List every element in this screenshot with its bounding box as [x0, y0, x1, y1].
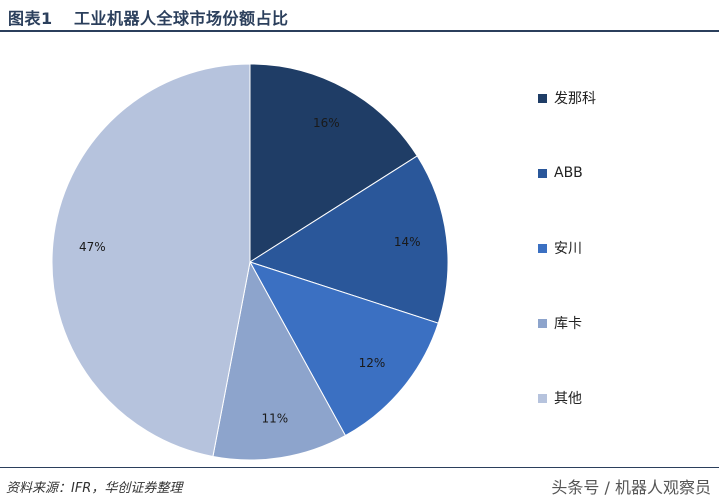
chart-title: 工业机器人全球市场份额占比 — [74, 9, 289, 28]
pie-slice-kuka — [212, 260, 347, 461]
legend-label: 库卡 — [554, 316, 582, 332]
legend-item-yaskawa: 安川 — [538, 238, 582, 258]
legend-swatch — [538, 318, 547, 328]
slice-label-fanuc: 16% — [313, 116, 340, 130]
legend-label: 发那科 — [554, 91, 596, 107]
legend-item-abb: ABB — [538, 163, 583, 183]
legend-swatch — [538, 393, 547, 403]
legend-item-others: 其他 — [538, 388, 582, 408]
legend-swatch — [538, 93, 547, 103]
legend-swatch — [538, 243, 547, 253]
header-divider — [0, 30, 719, 32]
source-note: 资料来源：IFR，华创证券整理 — [6, 481, 183, 496]
figure-header: 图表1 工业机器人全球市场份额占比 — [0, 0, 719, 30]
slice-label-abb: 14% — [394, 235, 421, 249]
legend-label: ABB — [554, 165, 583, 181]
pie-slice-yaskawa — [248, 261, 439, 437]
pie-slice-abb — [248, 155, 449, 324]
legend-label: 安川 — [554, 241, 582, 257]
legend-swatch — [538, 168, 547, 178]
pie-slice-others — [51, 63, 251, 458]
pie-chart: 16% 14% 12% 11% 47% — [51, 63, 449, 461]
legend-label: 其他 — [554, 391, 582, 407]
slice-label-yaskawa: 12% — [359, 356, 386, 370]
footer-divider — [0, 467, 719, 468]
slice-label-kuka: 11% — [261, 411, 288, 425]
pie-slice-fanuc — [249, 63, 418, 263]
slice-label-others: 47% — [79, 240, 106, 254]
legend-item-fanuc: 发那科 — [538, 88, 596, 108]
watermark: 头条号 / 机器人观察员 — [551, 478, 711, 497]
legend-item-kuka: 库卡 — [538, 313, 582, 333]
figure-number: 图表1 — [8, 9, 53, 28]
